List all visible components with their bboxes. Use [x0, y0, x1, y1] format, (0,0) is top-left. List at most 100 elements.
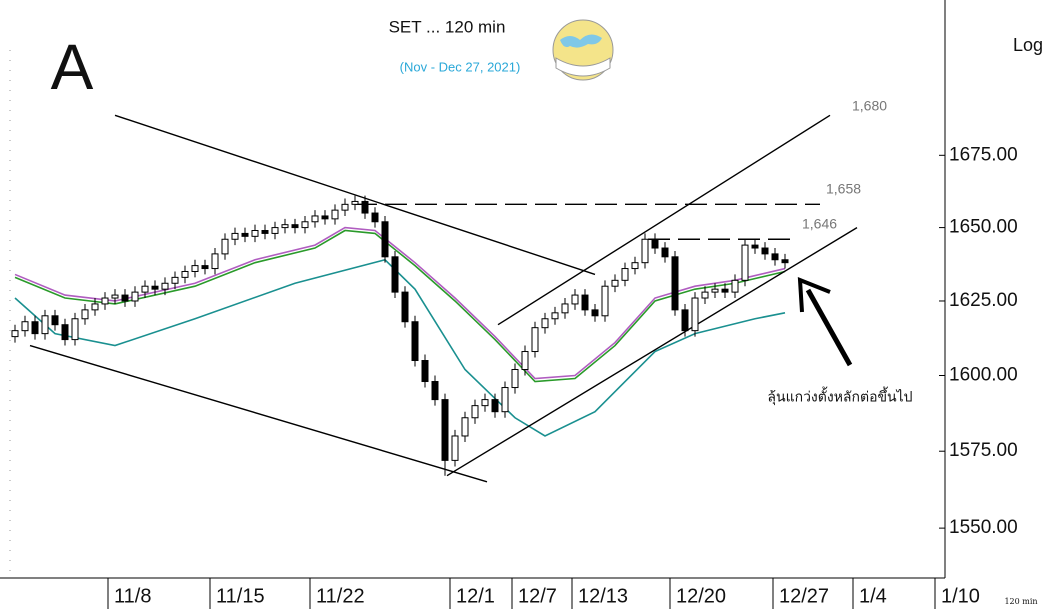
- trendline: [29, 344, 488, 483]
- candle-body: [481, 399, 489, 407]
- candle-body: [321, 215, 329, 220]
- y-tick-label: 1550.00: [949, 517, 1018, 538]
- candle-body: [721, 288, 729, 293]
- candle-body: [71, 318, 79, 341]
- candle-body: [671, 256, 679, 311]
- candle-body: [121, 294, 129, 302]
- candle-body: [231, 232, 239, 240]
- candle-body: [191, 265, 199, 272]
- y-tick-label: 1575.00: [949, 440, 1018, 461]
- candle-body: [701, 291, 709, 299]
- candle-body: [331, 209, 339, 220]
- candle-body: [731, 279, 739, 293]
- candle-body: [371, 212, 379, 223]
- candle-body: [631, 262, 639, 270]
- y-tick-label: 1625.00: [949, 290, 1018, 311]
- chart-subtitle: (Nov - Dec 27, 2021): [400, 59, 521, 74]
- annotation: ลุ้นแกว่งตั้งหลักต่อขึ้นไป: [767, 387, 912, 406]
- candle-body: [661, 247, 669, 258]
- interval-label: 120 min: [1004, 597, 1037, 606]
- panel-label: A: [51, 31, 94, 103]
- candle-body: [101, 297, 109, 305]
- candle-body: [311, 215, 319, 223]
- candle-body: [611, 279, 619, 287]
- candle-body: [11, 330, 19, 338]
- candle-body: [381, 221, 389, 258]
- candle-body: [531, 327, 539, 353]
- x-tick-label: 12/1: [456, 585, 495, 607]
- x-tick-label: 12/13: [578, 585, 628, 607]
- trendline: [114, 114, 596, 276]
- level-label: 1,680: [852, 98, 887, 114]
- candle-body: [641, 238, 649, 264]
- candle-body: [151, 285, 159, 290]
- candle-body: [391, 256, 399, 293]
- level-label: 1,646: [802, 216, 837, 232]
- candle-body: [171, 276, 179, 284]
- candle-body: [81, 309, 89, 320]
- candle-body: [441, 399, 449, 461]
- candle-body: [571, 294, 579, 305]
- candle-body: [621, 268, 629, 281]
- logo: [552, 19, 614, 81]
- y-tick-label: 1600.00: [949, 365, 1018, 386]
- candle-body: [551, 312, 559, 320]
- candle-body: [181, 270, 189, 278]
- candle-body: [291, 224, 299, 229]
- x-tick-label: 11/22: [316, 585, 365, 607]
- candle-body: [491, 399, 499, 413]
- trendline: [446, 226, 858, 477]
- candle-body: [501, 387, 509, 413]
- candle-body: [751, 244, 759, 249]
- x-tick-label: 12/27: [779, 585, 829, 607]
- arrow: [797, 276, 853, 367]
- scale-label: Log: [1013, 35, 1043, 55]
- candle-body: [111, 294, 119, 299]
- candle-body: [771, 253, 779, 261]
- candle-body: [341, 203, 349, 211]
- candle-body: [401, 291, 409, 323]
- candle-body: [541, 318, 549, 329]
- y-tick-label: 1675.00: [949, 144, 1018, 165]
- candle-body: [91, 303, 99, 311]
- candle-body: [261, 230, 269, 234]
- x-tick-label: 1/4: [859, 585, 887, 607]
- candle-body: [201, 265, 209, 270]
- candle-body: [761, 247, 769, 255]
- candle-body: [251, 230, 259, 237]
- candle-body: [241, 232, 249, 237]
- x-tick-label: 12/20: [676, 585, 726, 607]
- candle-body: [581, 294, 589, 311]
- x-tick-label: 11/8: [114, 585, 151, 607]
- candle-body: [31, 321, 39, 335]
- candle-body: [511, 369, 519, 389]
- candle-body: [561, 303, 569, 314]
- candle-body: [681, 309, 689, 332]
- candle-body: [591, 309, 599, 317]
- candle-body: [61, 324, 69, 341]
- moving-average: [14, 258, 786, 437]
- candle-body: [281, 224, 289, 229]
- candle-body: [41, 315, 49, 335]
- candle-body: [221, 238, 229, 255]
- candle-body: [301, 221, 309, 229]
- candle-body: [271, 227, 279, 234]
- candle-body: [411, 321, 419, 362]
- candle-body: [361, 200, 369, 214]
- candle-body: [161, 282, 169, 290]
- x-tick-label: 11/15: [216, 585, 265, 607]
- candle-body: [451, 435, 459, 461]
- candle-body: [421, 360, 429, 383]
- candle-body: [141, 285, 149, 293]
- candle-body: [781, 259, 789, 264]
- x-tick-label: 12/7: [518, 585, 557, 607]
- candle-body: [601, 285, 609, 317]
- candle-body: [51, 315, 59, 326]
- candle-body: [431, 381, 439, 401]
- moving-average: [14, 229, 786, 383]
- candle-body: [21, 321, 29, 332]
- candle-body: [471, 405, 479, 419]
- trendline: [497, 114, 831, 326]
- candle-body: [131, 291, 139, 302]
